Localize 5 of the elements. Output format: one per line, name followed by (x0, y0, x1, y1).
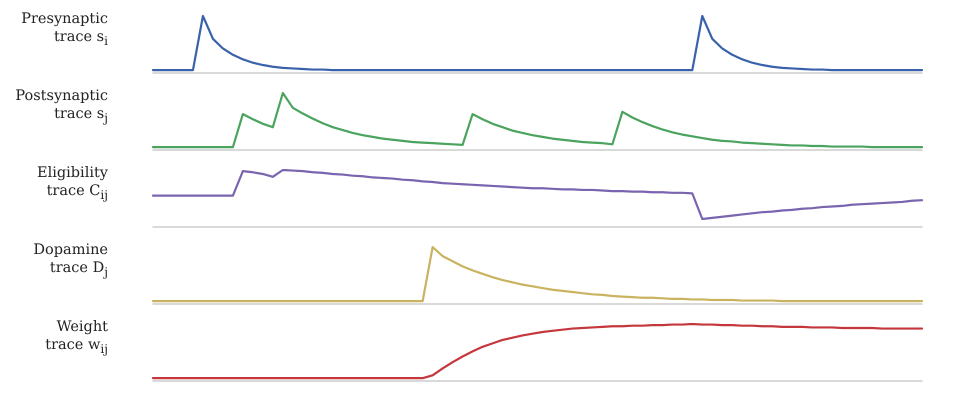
y-axis-title: Postsynaptic trace s$_{j}$ (14, 87, 108, 127)
y-axis-title: Weight trace w$_{ij}$ (44, 318, 108, 358)
y-axis-title: Presynaptic trace s$_{i}$ (20, 10, 108, 50)
y-axis-title: Dopamine trace D$_{j}$ (32, 241, 108, 281)
y-axis-title: Eligibility trace C$_{ij}$ (36, 164, 108, 204)
